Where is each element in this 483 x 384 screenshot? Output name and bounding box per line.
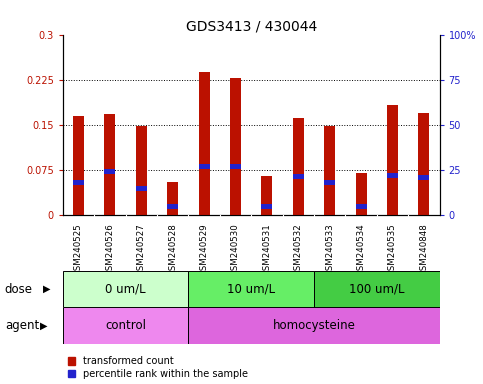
- Text: GSM240531: GSM240531: [262, 223, 271, 276]
- Text: dose: dose: [5, 283, 33, 296]
- Text: GSM240535: GSM240535: [388, 223, 397, 276]
- Bar: [63, 271, 188, 307]
- Bar: [188, 307, 440, 344]
- Bar: [355, 173, 367, 215]
- Text: agent: agent: [5, 319, 39, 332]
- Text: GSM240532: GSM240532: [294, 223, 303, 276]
- Bar: [387, 105, 398, 215]
- Bar: [63, 307, 188, 344]
- Text: ▶: ▶: [43, 284, 50, 294]
- Text: 100 um/L: 100 um/L: [349, 283, 404, 295]
- Bar: [230, 78, 241, 215]
- Text: GSM240529: GSM240529: [199, 223, 209, 276]
- Text: GSM240528: GSM240528: [168, 223, 177, 276]
- Text: GSM240848: GSM240848: [419, 223, 428, 276]
- Bar: [387, 173, 398, 178]
- Text: control: control: [105, 319, 146, 332]
- Text: 10 um/L: 10 um/L: [227, 283, 275, 295]
- Bar: [324, 180, 335, 185]
- Bar: [199, 164, 210, 169]
- Bar: [188, 271, 314, 307]
- Bar: [261, 204, 272, 209]
- Bar: [136, 126, 147, 215]
- Legend: transformed count, percentile rank within the sample: transformed count, percentile rank withi…: [68, 356, 248, 379]
- Text: GSM240525: GSM240525: [74, 223, 83, 276]
- Bar: [167, 182, 178, 215]
- Bar: [261, 176, 272, 215]
- Bar: [104, 114, 115, 215]
- Text: GSM240527: GSM240527: [137, 223, 146, 276]
- Text: GSM240526: GSM240526: [105, 223, 114, 276]
- Title: GDS3413 / 430044: GDS3413 / 430044: [185, 20, 317, 33]
- Bar: [293, 118, 304, 215]
- Text: 0 um/L: 0 um/L: [105, 283, 146, 295]
- Text: homocysteine: homocysteine: [272, 319, 355, 332]
- Bar: [199, 73, 210, 215]
- Bar: [73, 180, 84, 185]
- Bar: [418, 175, 429, 180]
- Bar: [314, 271, 440, 307]
- Bar: [230, 164, 241, 169]
- Bar: [293, 174, 304, 179]
- Bar: [324, 126, 335, 215]
- Bar: [355, 204, 367, 209]
- Text: GSM240534: GSM240534: [356, 223, 366, 276]
- Text: ▶: ▶: [40, 321, 47, 331]
- Bar: [73, 116, 84, 215]
- Text: GSM240533: GSM240533: [325, 223, 334, 276]
- Bar: [418, 113, 429, 215]
- Bar: [104, 169, 115, 174]
- Text: GSM240530: GSM240530: [231, 223, 240, 276]
- Bar: [167, 204, 178, 209]
- Bar: [136, 186, 147, 191]
